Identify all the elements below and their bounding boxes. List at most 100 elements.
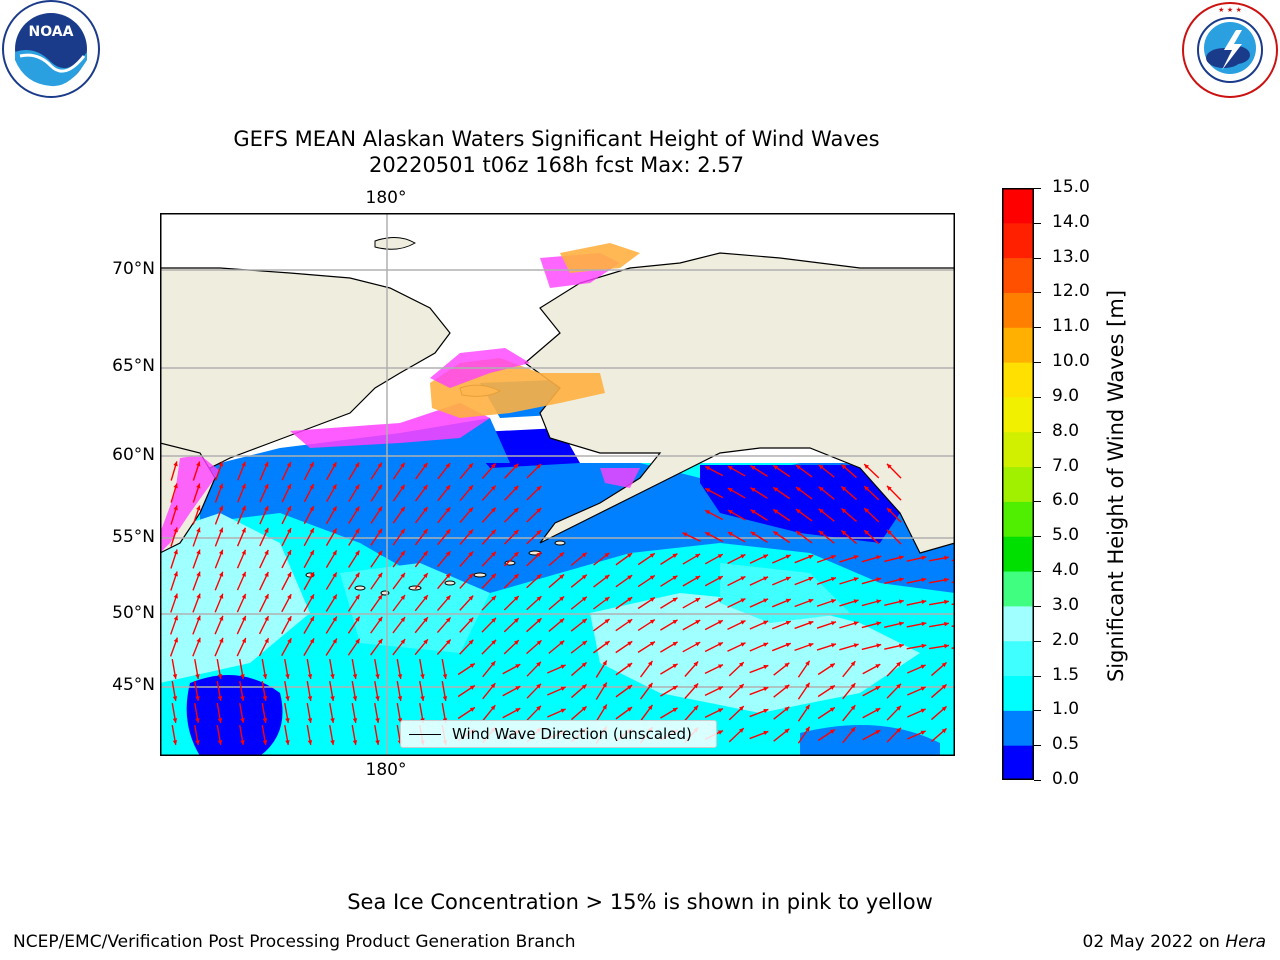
wave-direction-arrowhead bbox=[377, 528, 383, 534]
wave-direction-arrowhead bbox=[841, 486, 847, 492]
wave-direction-arrowhead bbox=[785, 554, 791, 559]
wave-direction-arrowhead bbox=[672, 575, 678, 580]
wave-direction-arrowhead bbox=[513, 485, 519, 491]
wave-direction-arrowhead bbox=[196, 483, 201, 489]
wave-direction-arrowhead bbox=[830, 554, 836, 560]
wave-direction-arrowhead bbox=[219, 593, 224, 599]
wave-direction-arrowhead bbox=[695, 620, 701, 625]
wave-direction-arrowhead bbox=[805, 704, 810, 710]
lat-label-50: 50°N bbox=[112, 603, 155, 623]
wave-direction-arrowhead bbox=[808, 554, 814, 560]
wave-direction-arrowhead bbox=[219, 637, 224, 643]
wave-direction-arrowhead bbox=[705, 488, 711, 493]
wave-direction-arrowhead bbox=[693, 661, 699, 667]
wave-direction-arrowhead bbox=[309, 484, 314, 490]
colorbar-tick-mark bbox=[1034, 571, 1041, 573]
wave-height-map bbox=[159, 213, 972, 756]
wave-direction-arrowhead bbox=[240, 674, 245, 679]
colorbar-swatch bbox=[1002, 327, 1034, 363]
wave-direction-arrowhead bbox=[831, 599, 836, 604]
sea-ice-band bbox=[560, 243, 640, 273]
wave-direction-arrowhead bbox=[352, 740, 358, 745]
wave-direction-arrowhead bbox=[672, 663, 678, 669]
wave-direction-arrowhead bbox=[944, 555, 949, 561]
wave-direction-arrowhead bbox=[241, 637, 246, 643]
wave-direction-arrowhead bbox=[332, 550, 337, 556]
wave-direction-arrowhead bbox=[602, 660, 607, 666]
wave-direction-arrowhead bbox=[920, 730, 926, 735]
wave-direction-arrowhead bbox=[818, 464, 824, 470]
colorbar bbox=[1002, 188, 1034, 781]
wave-direction-arrowhead bbox=[695, 642, 701, 647]
wave-direction-arrowhead bbox=[400, 550, 405, 556]
wave-direction-arrowhead bbox=[941, 684, 947, 690]
wave-direction-arrowhead bbox=[831, 621, 836, 626]
wave-direction-arrowhead bbox=[763, 598, 769, 603]
colorbar-tick-mark bbox=[1034, 640, 1041, 642]
wave-direction-arrowhead bbox=[240, 740, 245, 745]
colorbar-tick-mark bbox=[1034, 466, 1041, 468]
wave-direction-arrowhead bbox=[173, 549, 178, 555]
wave-direction-arrowhead bbox=[829, 685, 835, 690]
wave-direction-arrowhead bbox=[536, 618, 542, 623]
wave-direction-arrowhead bbox=[559, 640, 565, 646]
wave-direction-arrowhead bbox=[921, 599, 927, 605]
land-alaska bbox=[524, 252, 956, 554]
wave-direction-arrowhead bbox=[763, 708, 769, 714]
colorbar-tick-mark bbox=[1034, 675, 1041, 677]
wave-direction-arrowhead bbox=[738, 728, 744, 733]
wave-direction-arrowhead bbox=[672, 707, 678, 713]
wave-direction-arrowhead bbox=[896, 683, 901, 689]
wave-direction-arrowhead bbox=[377, 506, 382, 512]
wave-direction-arrowhead bbox=[195, 674, 200, 679]
wave-direction-arrowhead bbox=[850, 705, 856, 711]
wave-direction-arrowhead bbox=[218, 461, 224, 467]
wave-direction-arrowhead bbox=[876, 621, 882, 626]
wave-direction-arrowhead bbox=[513, 551, 519, 557]
wave-direction-arrowhead bbox=[491, 573, 496, 579]
wave-direction-arrowhead bbox=[850, 661, 856, 667]
wave-direction-arrowhead bbox=[795, 531, 801, 536]
colorbar-tick-label: 1.0 bbox=[1052, 699, 1080, 720]
wave-direction-arrowhead bbox=[264, 461, 269, 467]
wave-direction-arrowhead bbox=[581, 574, 587, 580]
wave-direction-arrowhead bbox=[172, 696, 178, 701]
wave-direction-arrowhead bbox=[604, 596, 610, 602]
wave-direction-arrowhead bbox=[285, 696, 290, 701]
wave-direction-arrowhead bbox=[309, 594, 314, 600]
colorbar-tick-mark bbox=[1034, 431, 1041, 433]
colorbar-tick-label: 13.0 bbox=[1052, 246, 1090, 267]
wave-direction-arrowhead bbox=[355, 638, 360, 644]
wave-direction-arrowhead bbox=[172, 674, 178, 679]
colorbar-swatch bbox=[1002, 466, 1034, 502]
wave-direction-arrowhead bbox=[400, 639, 406, 645]
wave-direction-arrowhead bbox=[375, 674, 380, 679]
wave-direction-arrowhead bbox=[196, 637, 201, 643]
wave-direction-arrowhead bbox=[740, 554, 746, 559]
wave-direction-arrowhead bbox=[693, 683, 699, 689]
wave-direction-arrowhead bbox=[898, 577, 904, 582]
graticule bbox=[160, 213, 955, 756]
legend-line-symbol bbox=[409, 734, 441, 735]
wave-direction-arrowhead bbox=[307, 740, 313, 745]
wave-direction-arrowhead bbox=[627, 663, 633, 668]
wave-direction-arrowhead bbox=[886, 463, 892, 469]
wave-direction-arrowhead bbox=[717, 708, 723, 713]
wave-direction-arrowhead bbox=[286, 461, 291, 467]
wave-direction-arrowhead bbox=[627, 597, 633, 602]
wave-direction-arrowhead bbox=[795, 509, 801, 514]
footer-date: 02 May 2022 on Hera bbox=[1083, 932, 1267, 952]
wave-direction-arrowhead bbox=[808, 598, 814, 604]
wave-direction-arrowhead bbox=[896, 705, 901, 711]
wave-direction-arrowhead bbox=[773, 487, 779, 492]
wave-direction-arrowhead bbox=[647, 704, 653, 710]
wave-direction-arrowhead bbox=[285, 674, 290, 679]
wave-direction-arrowhead bbox=[785, 576, 791, 581]
wave-direction-arrowhead bbox=[581, 552, 587, 558]
land-wrangel-island bbox=[374, 237, 416, 250]
wave-direction-arrowhead bbox=[560, 686, 566, 691]
wave-direction-arrowhead bbox=[784, 662, 790, 668]
colorbar-swatch bbox=[1002, 431, 1034, 468]
wave-direction-arrowhead bbox=[717, 686, 723, 691]
wave-direction-arrowhead bbox=[795, 487, 801, 492]
